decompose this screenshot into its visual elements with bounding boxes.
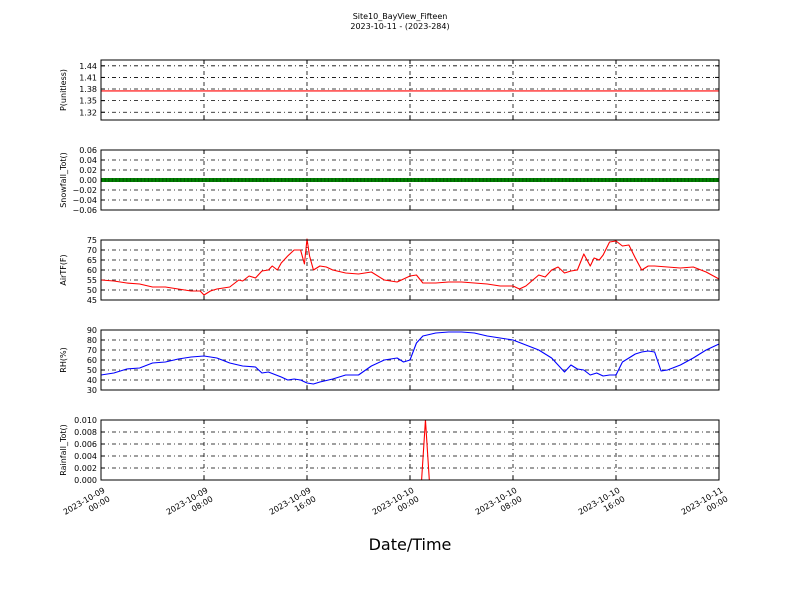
y-tick-label: 70 (87, 246, 97, 255)
y-tick-label: 45 (87, 296, 97, 305)
y-tick-label: −0.04 (72, 196, 97, 205)
y-tick-label: 30 (87, 386, 97, 395)
y-tick-label: 1.38 (79, 85, 97, 94)
y-tick-label: 1.41 (79, 73, 97, 82)
y-tick-label: 0.000 (74, 476, 97, 485)
y-tick-label: 1.44 (79, 62, 97, 71)
y-tick-label: 60 (87, 266, 97, 275)
x-tick-label: 2023-10-0908:00 (165, 486, 215, 526)
y-axis-label: P(unitless) (59, 69, 68, 111)
x-tick-label: 2023-10-1000:00 (371, 486, 421, 526)
y-tick-label: 50 (87, 366, 97, 375)
y-axis-label: Rainfall_Tot() (59, 424, 68, 476)
y-tick-label: 55 (87, 276, 97, 285)
y-tick-label: 0.002 (74, 464, 97, 473)
panel-frame (100, 149, 720, 211)
y-tick-label: 1.35 (79, 97, 97, 106)
y-tick-label: 40 (87, 376, 97, 385)
x-tick-label: 2023-10-1100:00 (680, 486, 730, 526)
y-tick-label: 65 (87, 256, 97, 265)
y-tick-label: 50 (87, 286, 97, 295)
y-tick-label: 75 (87, 236, 97, 245)
chart-subtitle: 2023-10-11 - (2023-284) (350, 22, 449, 31)
series-line (100, 238, 720, 296)
y-tick-label: 0.004 (74, 452, 97, 461)
panel-5: 0.010 0.008 0.006 0.004 0.002 0.000 Rainfall_T… (59, 416, 720, 485)
y-tick-label: 0.00 (79, 176, 97, 185)
y-tick-label: 0.008 (74, 428, 97, 437)
y-tick-label: 70 (87, 346, 97, 355)
y-tick-label: 0.006 (74, 440, 97, 449)
panel-2: 0.060.040.020.00−0.02−0.04−0.06 Snowfall_… (59, 146, 720, 215)
x-tick-label: 2023-10-1008:00 (474, 486, 524, 526)
y-tick-label: −0.06 (72, 206, 97, 215)
chart-title: Site10_BayView_Fifteen (353, 12, 448, 21)
y-tick-label: 80 (87, 336, 97, 345)
panel-1: 1.44 1.41 1.38 1.35 1.32 P(unitless) (59, 59, 720, 121)
y-tick-label: −0.02 (72, 186, 97, 195)
panel-frame (100, 59, 720, 121)
x-tick-label: 2023-10-0900:00 (62, 486, 112, 526)
panel-frame (100, 419, 720, 481)
y-tick-label: 0.010 (74, 416, 97, 425)
panel-frame (100, 239, 720, 301)
x-axis-label: Date/Time (369, 535, 452, 554)
x-tick-label: 2023-10-0916:00 (268, 486, 318, 526)
y-tick-label: 0.02 (79, 166, 97, 175)
y-tick-label: 0.06 (79, 146, 97, 155)
panel-frame (100, 329, 720, 391)
y-axis-label: AirTF(F) (59, 254, 68, 285)
y-tick-label: 1.32 (79, 108, 97, 117)
y-tick-label: 90 (87, 326, 97, 335)
y-tick-label: 0.04 (79, 156, 97, 165)
y-axis-label: Snowfall_Tot() (59, 152, 68, 208)
y-tick-label: 60 (87, 356, 97, 365)
y-axis-label: RH(%) (59, 347, 68, 372)
series-line (100, 331, 720, 385)
x-tick-label: 2023-10-1016:00 (577, 486, 627, 526)
